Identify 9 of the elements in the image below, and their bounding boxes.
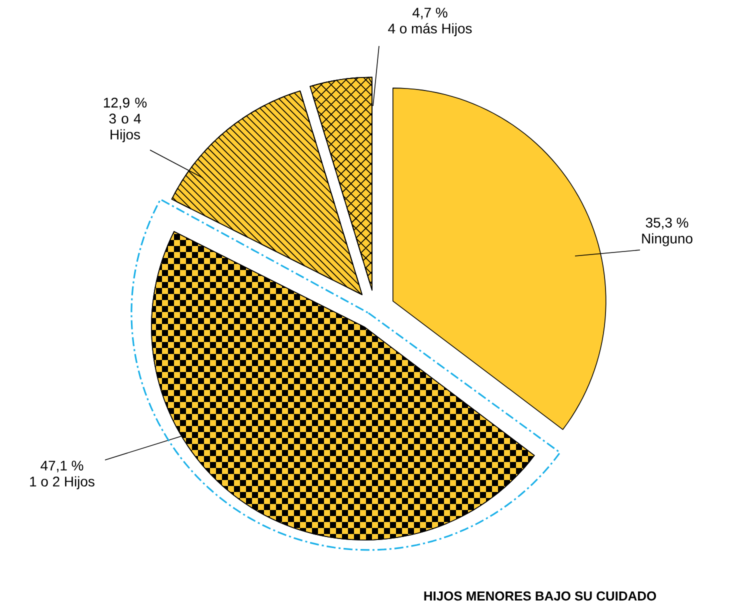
data-label: 4,7 % — [412, 8, 448, 20]
text: HIJOS MENORES BAJO SU CUIDADO — [424, 591, 656, 601]
data-label: 35,3 % — [646, 218, 688, 230]
slice-label: 3 o 4 Hijos — [109, 114, 141, 142]
data-label: 12,9 % — [104, 98, 147, 110]
slice-label: Ninguno — [642, 233, 692, 246]
slice-label: 4 o más Hijos — [388, 23, 472, 36]
slice-label: 1 o 2 Hijos — [30, 476, 94, 490]
data-label: 47,1 % — [40, 460, 84, 472]
